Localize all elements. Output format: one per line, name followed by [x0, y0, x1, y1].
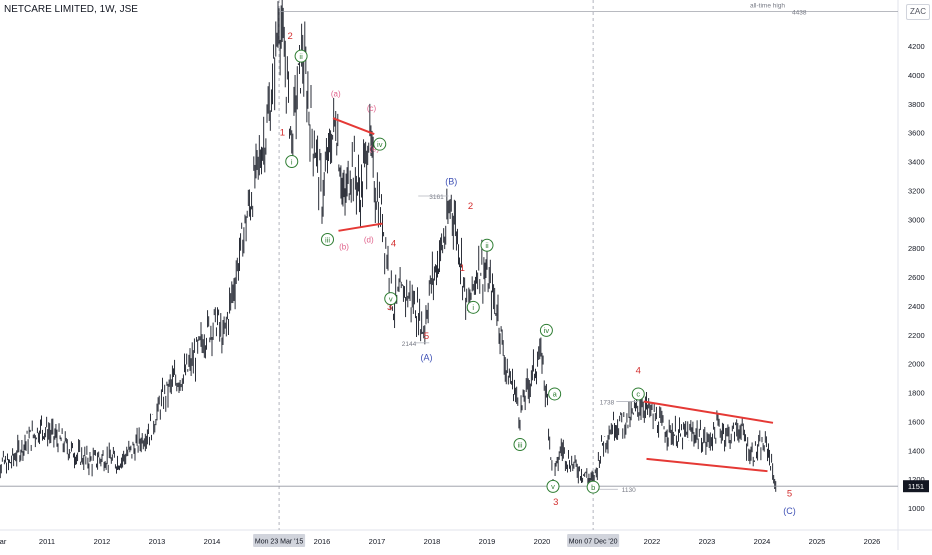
all-time-high-label: all-time high — [750, 3, 785, 10]
last-price-badge — [903, 480, 929, 493]
x-tick-label: 2016 — [314, 537, 331, 546]
y-tick-label: 3800 — [908, 100, 925, 109]
wave-label-blue: (A) — [421, 353, 433, 363]
x-tick-label: 2011 — [39, 537, 55, 546]
x-tick-label: ar — [0, 537, 7, 546]
y-tick-label: 1800 — [908, 389, 925, 398]
wave-label-red: 2 — [287, 31, 292, 42]
wave-label-red: (e) — [369, 144, 379, 153]
wedge-lower-line — [646, 457, 768, 473]
crosshair-date-box — [567, 534, 620, 547]
x-tick-label: 2026 — [864, 537, 881, 546]
wave-label-blue: (B) — [445, 177, 457, 187]
wave-circle — [631, 387, 645, 401]
crosshair-date-box — [253, 534, 306, 547]
crosshair-date-label: Mon 07 Dec '20 — [569, 539, 618, 546]
y-tick-label: 4200 — [908, 42, 925, 51]
wave-label-red: 4 — [636, 366, 641, 377]
wave-circle — [321, 232, 334, 246]
wave-label-green: ii — [485, 241, 489, 250]
wave-label-red: 1 — [460, 263, 465, 274]
wave-label-blue: (C) — [783, 506, 796, 516]
y-tick-label: 3200 — [908, 186, 925, 195]
wave-label-green: iv — [544, 326, 550, 335]
y-tick-label: 2200 — [908, 331, 925, 340]
triangle-upper-line — [332, 117, 375, 136]
x-tick-label: 2022 — [644, 537, 661, 546]
wave-label-red: 3 — [553, 497, 558, 508]
x-tick-label: 2013 — [149, 537, 166, 546]
x-tick-label: 2012 — [94, 537, 111, 546]
crosshair-date-label: Mon 23 Mar '15 — [255, 539, 304, 546]
y-tick-label: 2400 — [908, 302, 925, 311]
x-tick-label: 2014 — [204, 537, 221, 546]
y-tick-label: 4000 — [908, 71, 925, 80]
price-ref-label: 1130 — [622, 487, 636, 494]
x-tick-label: 2018 — [424, 537, 441, 546]
wave-circle — [294, 49, 308, 63]
x-tick-label: 2025 — [809, 537, 826, 546]
wave-label-green: ii — [299, 52, 303, 61]
price-ref-label: 4438 — [792, 10, 807, 17]
wave-label-green: iv — [377, 140, 383, 149]
wave-circle — [480, 238, 494, 252]
chart-title: NETCARE LIMITED, 1W, JSE — [4, 4, 138, 15]
wave-label-green: b — [591, 483, 595, 492]
x-tick-label: 2019 — [479, 537, 496, 546]
x-tick-label: 2020 — [534, 537, 551, 546]
wave-label-red: (d) — [364, 235, 374, 244]
wave-circle — [285, 155, 299, 168]
y-tick-label: 1000 — [908, 504, 925, 513]
y-tick-label: 3600 — [908, 129, 925, 138]
y-tick-label: 2800 — [908, 244, 925, 253]
y-tick-label: 2600 — [908, 273, 925, 282]
y-tick-label: 1600 — [908, 417, 925, 426]
wave-label-red: (a) — [331, 90, 341, 99]
currency-button[interactable]: ZAC — [906, 4, 930, 20]
wave-label-red: (b) — [339, 243, 349, 252]
wave-circle — [548, 387, 562, 401]
x-tick-label: 2017 — [369, 537, 386, 546]
x-tick-label: 2023 — [699, 537, 716, 546]
y-tick-label: 2000 — [908, 360, 925, 369]
triangle-lower-line — [338, 222, 383, 232]
wave-label-red: 5 — [787, 488, 792, 499]
last-price-label: 1151 — [908, 482, 924, 491]
y-tick-label: 1200 — [908, 475, 925, 484]
wave-circle — [539, 323, 553, 337]
wave-label-green: iii — [325, 235, 330, 244]
ohlc-bars — [0, 0, 777, 492]
y-tick-label: 3000 — [908, 215, 925, 224]
wave-label-red: 4 — [391, 239, 396, 250]
price-ref-label: 1738 — [600, 399, 615, 406]
wave-circle — [466, 300, 480, 314]
wave-label-green: v — [389, 294, 393, 303]
wave-label-red: 5 — [424, 331, 429, 342]
price-ref-label: 2144 — [402, 341, 417, 348]
wave-label-green: a — [553, 390, 558, 399]
price-ref-label: 3161 — [429, 194, 444, 201]
wave-label-green: v — [551, 482, 555, 491]
wave-circle — [384, 292, 398, 306]
wave-label-red: 1 — [280, 128, 285, 139]
x-tick-label: 2024 — [754, 537, 771, 546]
wave-circle — [513, 437, 527, 451]
wave-circle — [373, 137, 387, 151]
wave-label-green: i — [291, 157, 293, 166]
wave-label-green: c — [636, 390, 640, 399]
wave-circle — [586, 480, 600, 494]
y-tick-label: 3400 — [908, 158, 925, 167]
y-tick-label: 1400 — [908, 446, 925, 455]
wave-label-red: (c) — [367, 104, 377, 113]
wedge-upper-line — [643, 400, 774, 424]
wave-circle — [546, 479, 560, 493]
wave-label-red: 3 — [387, 302, 392, 313]
wave-label-green: iii — [518, 440, 523, 449]
wave-label-red: 2 — [468, 201, 473, 212]
wave-label-green: i — [472, 303, 474, 312]
